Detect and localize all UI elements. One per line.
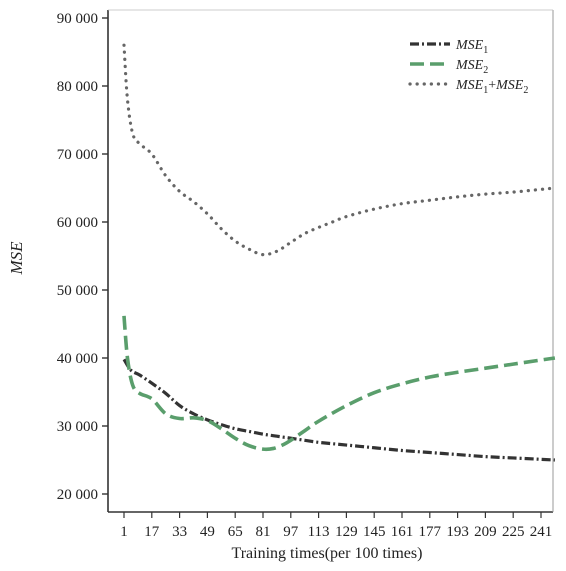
x-tick-label: 209 xyxy=(474,524,497,540)
x-tick-label: 33 xyxy=(172,524,187,540)
series-line-3 xyxy=(122,43,557,257)
y-tick-label: 40 000 xyxy=(57,351,98,367)
x-tick-label: 193 xyxy=(446,524,469,540)
x-tick-label: 241 xyxy=(530,524,553,540)
x-axis: 1 17 33 49 65 81 97 113 129 145 161 177 193 209 225 241 xyxy=(120,512,552,540)
x-tick-label: 113 xyxy=(308,524,330,540)
x-axis-label: Training times(per 100 times) xyxy=(232,545,423,562)
legend-label-3: MSE1+MSE2 xyxy=(455,78,528,96)
y-tick-label: 70 000 xyxy=(57,147,98,163)
x-tick-label: 145 xyxy=(363,524,386,540)
x-tick-label: 177 xyxy=(419,524,442,540)
legend-label-2: MSE2 xyxy=(455,58,488,76)
y-tick-label: 20 000 xyxy=(57,487,98,503)
plot-frame xyxy=(107,9,554,513)
x-tick-label: 225 xyxy=(502,524,525,540)
x-tick-label: 129 xyxy=(335,524,358,540)
x-tick-label: 17 xyxy=(144,524,160,540)
x-tick-label: 161 xyxy=(391,524,414,540)
x-tick-label: 81 xyxy=(256,524,271,540)
x-tick-label: 1 xyxy=(120,524,128,540)
x-tick-label: 65 xyxy=(228,524,243,540)
legend: MSE1 MSE2 MSE1+MSE2 xyxy=(408,38,528,96)
y-tick-label: 60 000 xyxy=(57,215,98,231)
series-line-2 xyxy=(122,315,556,452)
series-layer xyxy=(122,43,557,462)
y-tick-label: 50 000 xyxy=(57,283,98,299)
y-tick-label: 90 000 xyxy=(57,11,98,27)
legend-label-1: MSE1 xyxy=(455,38,488,56)
y-axis: 20 000 30 000 40 000 50 000 60 000 70 000 80 0… xyxy=(57,11,108,503)
y-tick-label: 80 000 xyxy=(57,79,98,95)
y-tick-label: 30 000 xyxy=(57,419,98,435)
x-tick-label: 49 xyxy=(200,524,215,540)
series-line-1 xyxy=(122,358,555,462)
y-axis-label: MSE xyxy=(7,241,26,276)
x-tick-label: 97 xyxy=(283,524,299,540)
